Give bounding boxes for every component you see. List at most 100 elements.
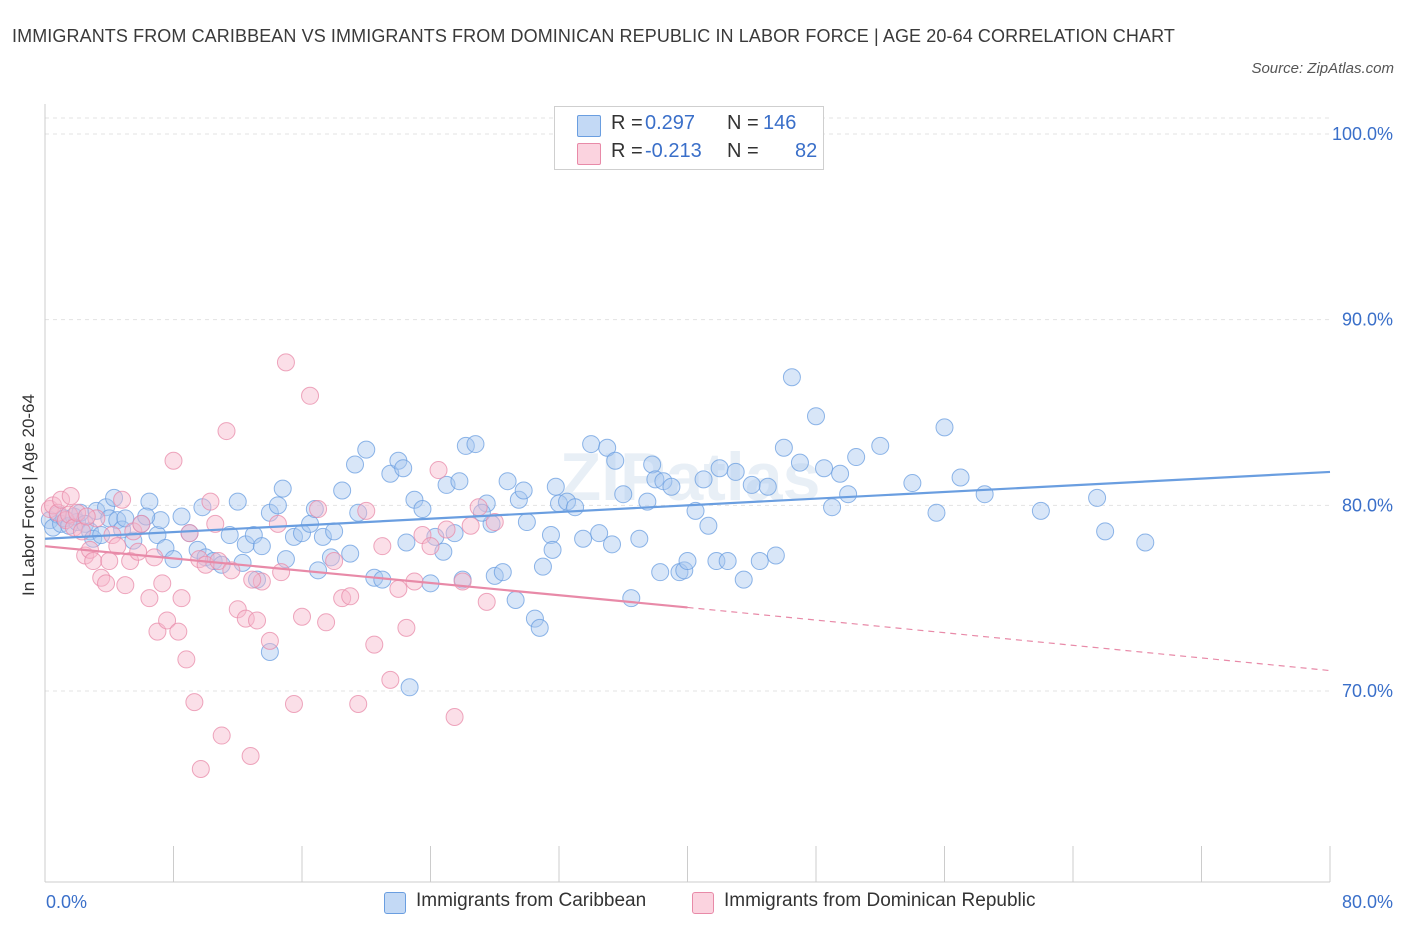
point-caribbean — [228, 492, 247, 511]
point-dominican — [61, 487, 80, 506]
point-caribbean — [357, 440, 376, 459]
n-value: 82 — [795, 140, 818, 162]
trend-line-caribbean — [44, 470, 1331, 540]
point-dominican — [284, 694, 303, 713]
point-dominican — [301, 386, 320, 405]
chart-title: IMMIGRANTS FROM CARIBBEAN VS IMMIGRANTS … — [12, 26, 1175, 46]
point-dominican — [429, 461, 448, 480]
point-caribbean — [309, 561, 328, 580]
point-dominican — [421, 537, 440, 556]
point-dominican — [191, 759, 210, 778]
point-caribbean — [498, 472, 517, 491]
source-label: Source: ZipAtlas.com — [1251, 60, 1394, 77]
point-caribbean — [590, 524, 609, 543]
point-dominican — [132, 514, 151, 533]
point-caribbean — [582, 435, 601, 454]
point-dominican — [169, 622, 188, 641]
point-dominican — [397, 618, 416, 637]
r-value: -0.213 — [645, 140, 702, 162]
point-caribbean — [506, 591, 525, 610]
point-dominican — [116, 576, 135, 595]
point-caribbean — [839, 485, 858, 504]
point-caribbean — [1136, 533, 1155, 552]
point-dominican — [222, 561, 241, 580]
point-caribbean — [543, 540, 562, 559]
point-caribbean — [220, 526, 239, 545]
point-dominican — [248, 611, 267, 630]
point-dominican — [236, 609, 255, 628]
legend-swatch-caribbean — [384, 892, 406, 914]
point-dominican — [84, 552, 103, 571]
point-dominican — [52, 490, 71, 509]
point-caribbean — [927, 503, 946, 522]
point-dominican — [365, 635, 384, 654]
point-caribbean — [638, 492, 657, 511]
point-dominican — [341, 587, 360, 606]
point-caribbean — [124, 531, 143, 550]
point-dominican — [276, 353, 295, 372]
point-caribbean — [790, 453, 809, 472]
point-caribbean — [831, 464, 850, 483]
point-caribbean — [823, 498, 842, 517]
point-caribbean — [450, 472, 469, 491]
point-caribbean — [466, 435, 485, 454]
point-dominican — [185, 693, 204, 712]
point-caribbean — [397, 533, 416, 552]
point-caribbean — [1088, 488, 1107, 507]
point-dominican — [180, 524, 199, 543]
point-caribbean — [662, 477, 681, 496]
point-caribbean — [598, 438, 617, 457]
point-caribbean — [614, 485, 633, 504]
point-dominican — [68, 503, 87, 522]
point-dominican — [485, 513, 504, 532]
point-dominican — [293, 607, 311, 626]
point-caribbean — [686, 501, 705, 520]
point-dominican — [77, 507, 96, 526]
point-caribbean — [742, 475, 761, 494]
y-tick-label: 70.0% — [1342, 681, 1393, 701]
r-label: R = — [611, 140, 643, 162]
point-dominican — [272, 563, 291, 582]
point-caribbean — [273, 479, 292, 498]
point-dominican — [268, 514, 287, 533]
point-caribbean — [622, 589, 641, 608]
point-dominican — [317, 613, 336, 632]
point-caribbean — [341, 544, 360, 563]
point-caribbean — [675, 561, 694, 580]
point-caribbean — [718, 552, 737, 571]
point-dominican — [100, 552, 119, 571]
point-caribbean — [530, 618, 549, 637]
x-tick-label: 80.0% — [1342, 892, 1393, 912]
point-caribbean — [172, 507, 191, 526]
stats-swatch-caribbean — [577, 115, 601, 137]
point-dominican — [108, 537, 127, 556]
point-caribbean — [346, 455, 365, 474]
point-caribbean — [606, 451, 625, 470]
point-dominican — [140, 589, 159, 608]
point-caribbean — [951, 468, 970, 487]
point-caribbean — [533, 557, 552, 576]
point-caribbean — [517, 513, 536, 532]
point-caribbean — [678, 552, 697, 571]
point-dominican — [357, 501, 376, 520]
point-caribbean — [574, 529, 593, 548]
point-dominican — [389, 579, 408, 598]
point-caribbean — [546, 477, 565, 496]
point-caribbean — [313, 527, 332, 546]
point-caribbean — [750, 552, 769, 571]
point-caribbean — [807, 407, 825, 426]
trend-lines — [44, 470, 1331, 672]
r-value: 0.297 — [645, 112, 696, 134]
point-caribbean — [413, 500, 432, 519]
stats-legend: R = 0.297 N = 146 R = -0.213 N = 82 — [554, 106, 824, 170]
r-label: R = — [611, 112, 643, 134]
point-caribbean — [333, 481, 352, 500]
watermark: ZIPatlas — [560, 439, 821, 515]
point-caribbean — [694, 470, 713, 489]
data-points — [40, 353, 1155, 778]
point-caribbean — [847, 448, 866, 467]
point-dominican — [309, 500, 328, 519]
n-label: N = — [727, 112, 759, 134]
point-caribbean — [651, 563, 670, 582]
